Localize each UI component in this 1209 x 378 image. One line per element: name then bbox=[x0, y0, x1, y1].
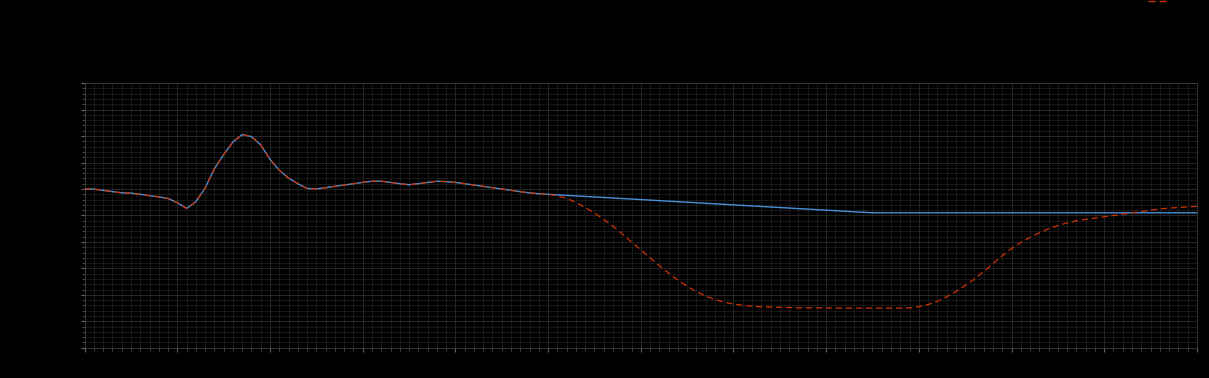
Legend: , : , bbox=[1145, 0, 1175, 9]
